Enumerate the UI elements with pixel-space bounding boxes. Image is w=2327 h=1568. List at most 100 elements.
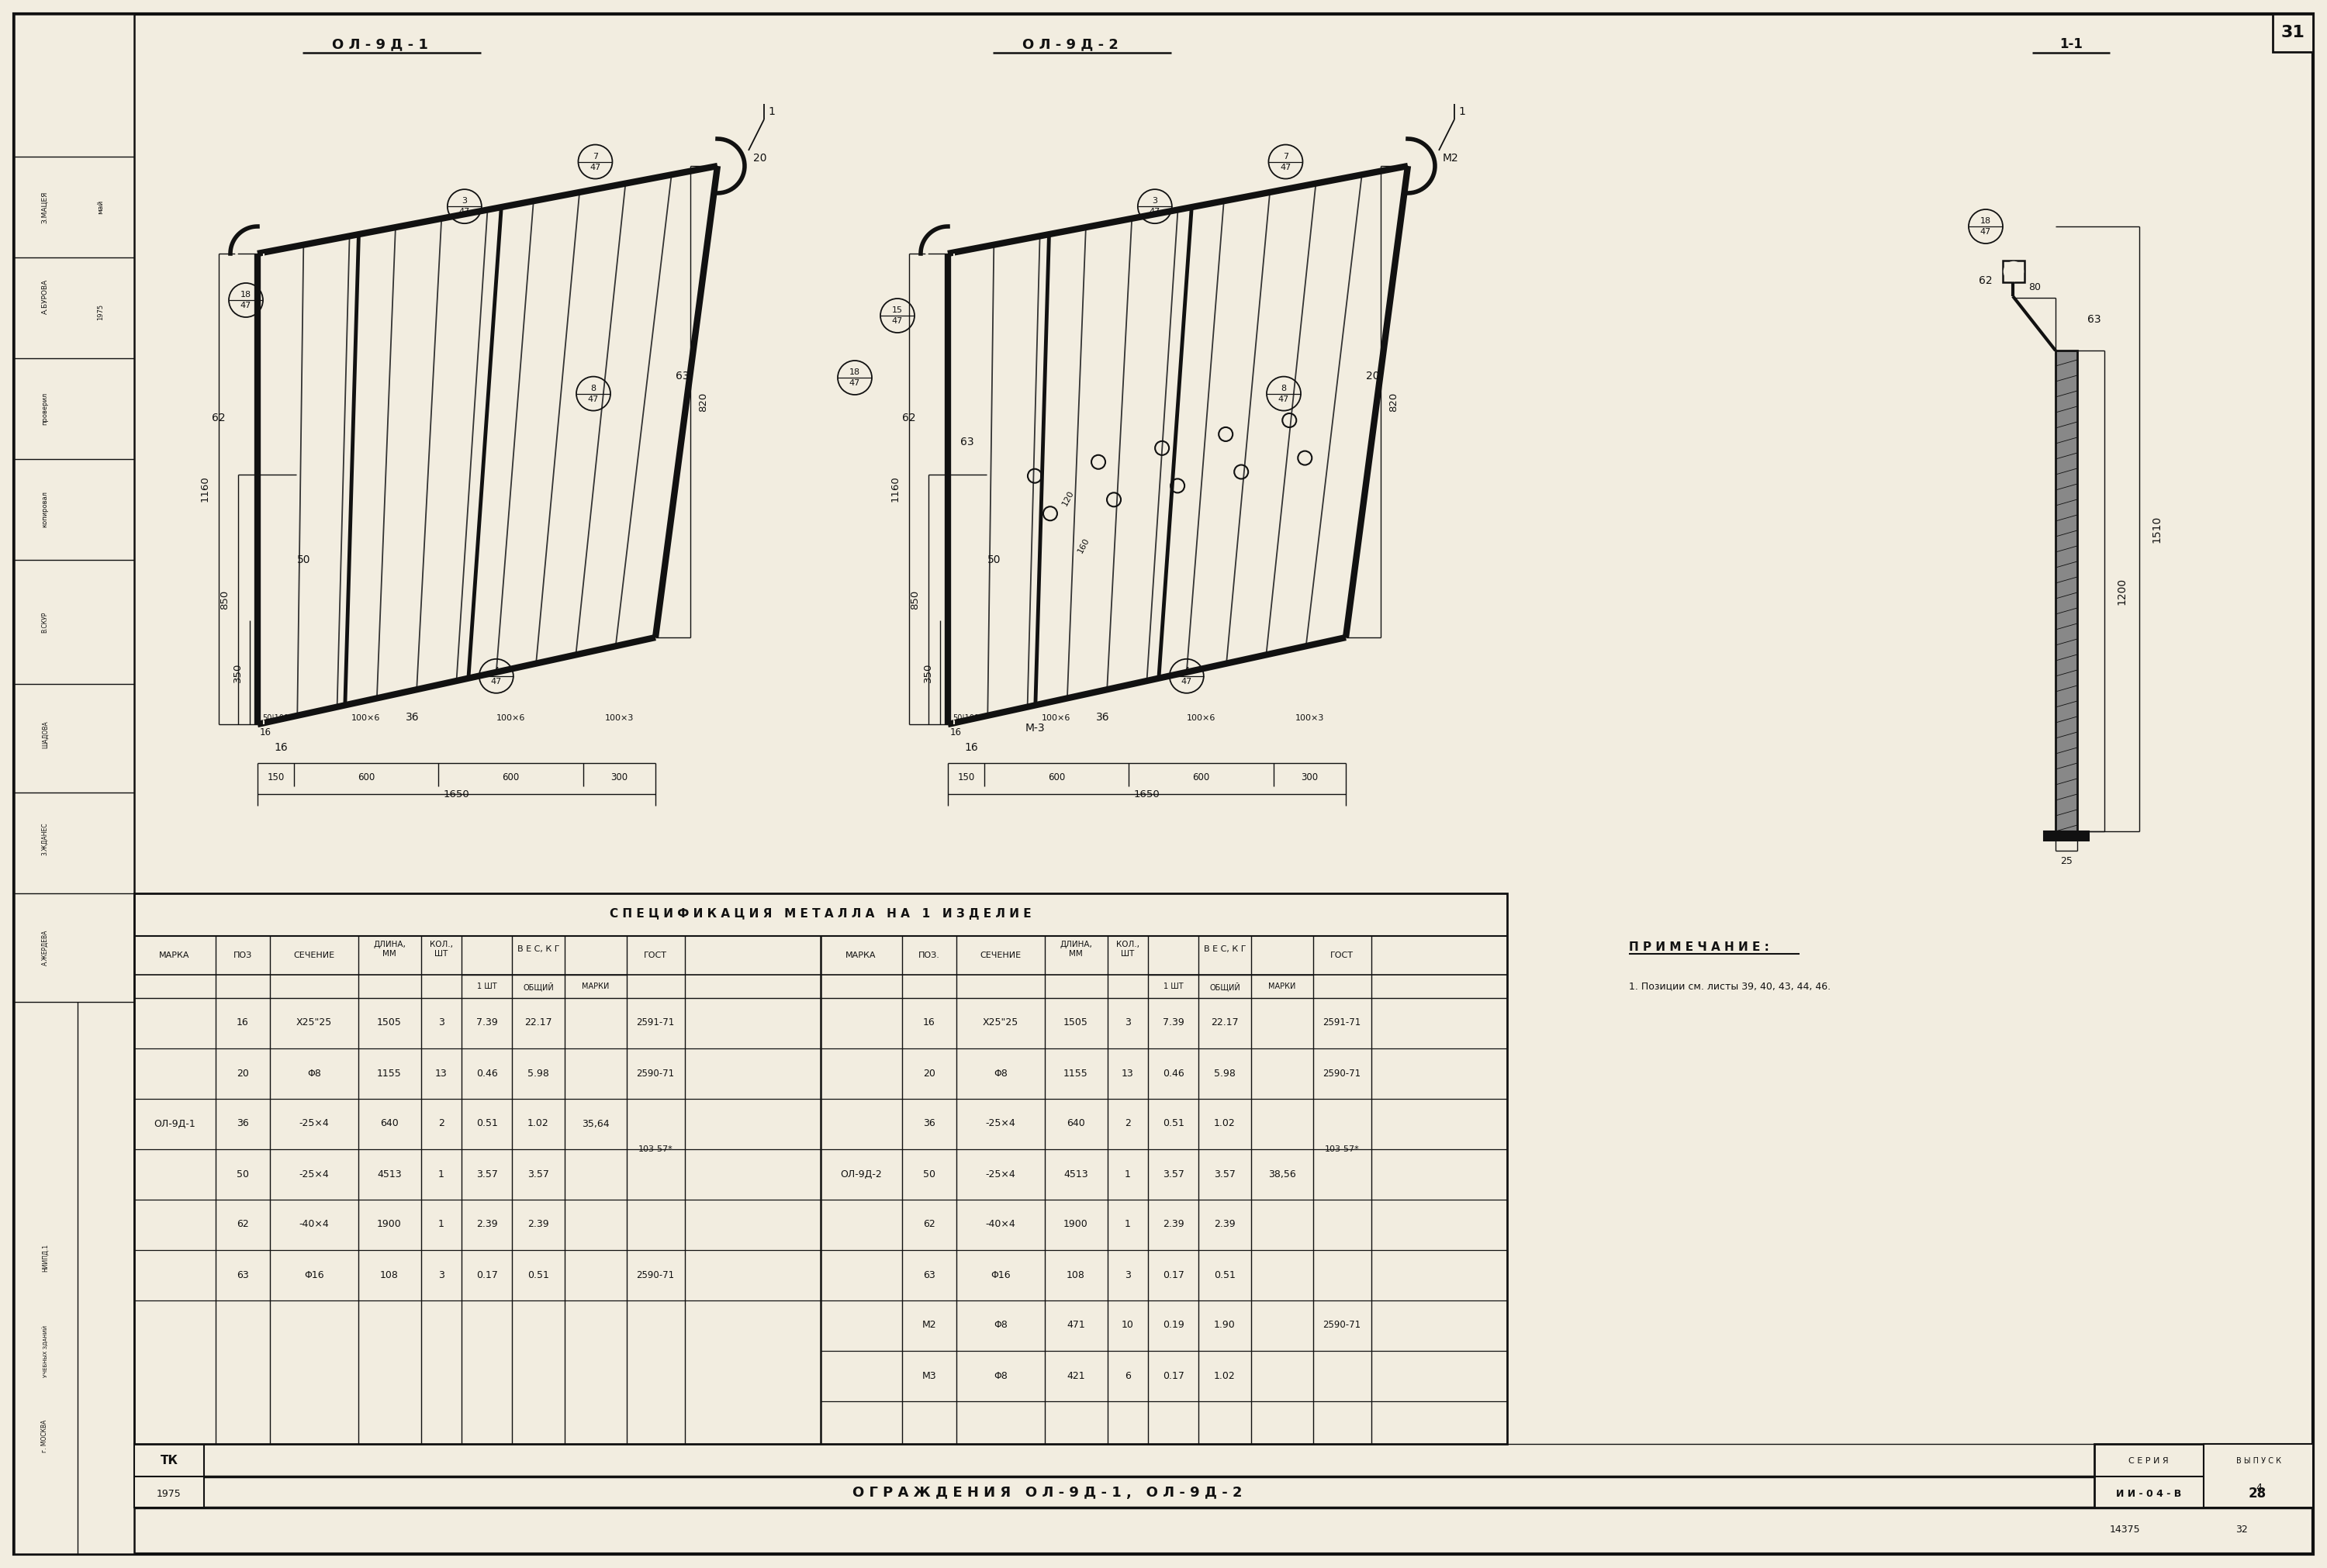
Text: 6: 6 (1124, 1370, 1131, 1381)
Text: 14375: 14375 (2111, 1524, 2141, 1534)
Text: 0.46: 0.46 (477, 1068, 498, 1079)
Text: Φ16: Φ16 (305, 1270, 323, 1279)
Text: КОЛ.,
ШТ: КОЛ., ШТ (430, 941, 454, 958)
Text: 1: 1 (1459, 107, 1466, 118)
Text: 3: 3 (461, 198, 468, 205)
Text: 4: 4 (493, 666, 498, 674)
Text: 1-1: 1-1 (2059, 38, 2083, 52)
Text: 2590-71: 2590-71 (1322, 1068, 1361, 1079)
Bar (2094, 1444, 2313, 1507)
Text: Φ8: Φ8 (307, 1068, 321, 1079)
Text: СЕЧЕНИЕ: СЕЧЕНИЕ (980, 952, 1022, 960)
Text: М-3: М-3 (1026, 723, 1045, 734)
Text: 103-57*: 103-57* (638, 1145, 673, 1152)
Text: 1650: 1650 (444, 789, 470, 800)
Bar (135, 894, 1508, 1444)
Text: 350: 350 (921, 663, 933, 682)
Text: 3.57: 3.57 (1215, 1170, 1236, 1179)
Text: 2.39: 2.39 (528, 1220, 549, 1229)
Text: 1505: 1505 (377, 1018, 403, 1029)
Text: 2591-71: 2591-71 (1322, 1018, 1361, 1029)
Text: С Е Р И Я: С Е Р И Я (2129, 1457, 2169, 1465)
Text: 47: 47 (589, 395, 598, 403)
Text: 1505: 1505 (1063, 1018, 1089, 1029)
Bar (2043, 831, 2090, 840)
Text: 50|100: 50|100 (952, 713, 980, 723)
Text: 1.02: 1.02 (1215, 1370, 1236, 1381)
Text: 62: 62 (924, 1220, 935, 1229)
Text: 7.39: 7.39 (1164, 1018, 1184, 1029)
Text: 47: 47 (1980, 227, 1992, 235)
Text: 3.57: 3.57 (1164, 1170, 1184, 1179)
Text: -25×4: -25×4 (300, 1118, 328, 1129)
Text: 4: 4 (2255, 1482, 2262, 1493)
Text: 0.51: 0.51 (477, 1118, 498, 1129)
Text: 50: 50 (924, 1170, 935, 1179)
Text: 7: 7 (593, 152, 598, 160)
Text: 2.39: 2.39 (1164, 1220, 1184, 1229)
Text: З.МАЦЕЯ: З.МАЦЕЯ (42, 191, 49, 223)
Text: 100×6: 100×6 (351, 713, 382, 721)
Text: 50|100: 50|100 (263, 713, 289, 723)
Text: 421: 421 (1066, 1370, 1084, 1381)
Text: -25×4: -25×4 (987, 1118, 1015, 1129)
Text: 18: 18 (1980, 216, 1992, 224)
Text: 47: 47 (891, 317, 903, 325)
Text: Х25"25: Х25"25 (982, 1018, 1019, 1029)
Text: УЧЕБНЫХ ЗДАНИЙ: УЧЕБНЫХ ЗДАНИЙ (42, 1325, 49, 1377)
Text: В Е С, К Г: В Е С, К Г (1203, 946, 1245, 953)
Text: M3: M3 (921, 1370, 935, 1381)
Text: 1900: 1900 (377, 1220, 403, 1229)
Text: 100×6: 100×6 (496, 713, 526, 721)
Text: 16: 16 (275, 742, 289, 753)
Text: 600: 600 (358, 771, 375, 782)
Text: 120: 120 (1061, 489, 1075, 508)
Text: -25×4: -25×4 (300, 1170, 328, 1179)
Text: 1: 1 (1124, 1220, 1131, 1229)
Text: 2: 2 (1124, 1118, 1131, 1129)
Text: 103-57*: 103-57* (1324, 1145, 1359, 1152)
Text: M2: M2 (921, 1320, 935, 1330)
Bar (14, 14, 135, 1554)
Text: 47: 47 (458, 209, 470, 216)
Text: 1975: 1975 (156, 1488, 182, 1499)
Text: 63: 63 (675, 370, 689, 381)
Text: 5.98: 5.98 (528, 1068, 549, 1079)
Text: 0.17: 0.17 (477, 1270, 498, 1279)
Text: МАРКИ: МАРКИ (582, 983, 610, 991)
Text: 47: 47 (1278, 395, 1289, 403)
Text: 25: 25 (2059, 856, 2073, 866)
Text: 150: 150 (956, 771, 975, 782)
Text: 3: 3 (437, 1018, 444, 1029)
Text: П Р И М Е Ч А Н И Е :: П Р И М Е Ч А Н И Е : (1629, 942, 1769, 953)
Text: 100×3: 100×3 (605, 713, 633, 721)
Text: О Л - 9 Д - 1: О Л - 9 Д - 1 (333, 38, 428, 52)
Text: 300: 300 (1301, 771, 1317, 782)
Text: 18: 18 (240, 290, 251, 298)
Text: Φ8: Φ8 (994, 1370, 1008, 1381)
Text: 15: 15 (891, 306, 903, 314)
Text: 3: 3 (1124, 1270, 1131, 1279)
Text: проверил: проверил (42, 392, 49, 425)
Text: 36: 36 (924, 1118, 935, 1129)
Text: 108: 108 (379, 1270, 398, 1279)
Text: 1.02: 1.02 (528, 1118, 549, 1129)
Circle shape (2004, 262, 2022, 281)
Text: 3.ЖДАНЕС: 3.ЖДАНЕС (42, 823, 49, 856)
Text: 350: 350 (233, 663, 242, 682)
Text: 62: 62 (212, 412, 226, 423)
Text: 62: 62 (237, 1220, 249, 1229)
Text: 1 ШТ: 1 ШТ (477, 983, 498, 991)
Text: 1975: 1975 (98, 304, 105, 320)
Text: 2590-71: 2590-71 (1322, 1320, 1361, 1330)
Text: 13: 13 (435, 1068, 447, 1079)
Text: 2: 2 (437, 1118, 444, 1129)
Text: 50: 50 (987, 554, 1001, 564)
Text: 2590-71: 2590-71 (635, 1270, 675, 1279)
Text: 2.39: 2.39 (1215, 1220, 1236, 1229)
Text: 50: 50 (237, 1170, 249, 1179)
Text: 16: 16 (261, 728, 270, 737)
Text: 63: 63 (924, 1270, 935, 1279)
Text: ПОЗ: ПОЗ (233, 952, 251, 960)
Text: 63: 63 (2087, 314, 2101, 325)
